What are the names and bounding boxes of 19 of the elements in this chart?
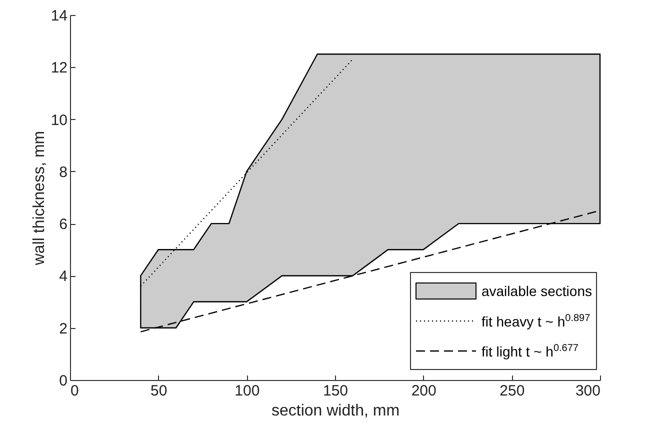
y-tick-label: 12 bbox=[50, 60, 68, 77]
x-tick-label: 250 bbox=[500, 382, 525, 400]
y-tick-label: 2 bbox=[59, 320, 68, 338]
x-tick-label: 50 bbox=[150, 382, 168, 400]
x-tick-label: 200 bbox=[411, 382, 436, 400]
y-tick-label: 14 bbox=[50, 8, 68, 24]
legend-label: available sections bbox=[481, 283, 592, 299]
y-tick-label: 8 bbox=[59, 164, 68, 181]
x-tick-label: 150 bbox=[322, 382, 348, 400]
x-tick-label: 100 bbox=[234, 382, 260, 400]
y-tick-label: 4 bbox=[59, 268, 68, 286]
y-axis-title: wall thickness, mm bbox=[30, 130, 48, 266]
x-axis-title: section width, mm bbox=[271, 402, 400, 420]
x-tick-label: 0 bbox=[70, 382, 79, 400]
y-tick-label: 10 bbox=[50, 112, 68, 129]
legend-label: fit light t ~ h$^{0.677}$ bbox=[481, 342, 578, 360]
legend-label: fit heavy t ~ h$^{0.897}$ bbox=[481, 312, 590, 330]
y-tick-label: 6 bbox=[59, 216, 68, 234]
x-tick-label: 300 bbox=[575, 382, 600, 400]
